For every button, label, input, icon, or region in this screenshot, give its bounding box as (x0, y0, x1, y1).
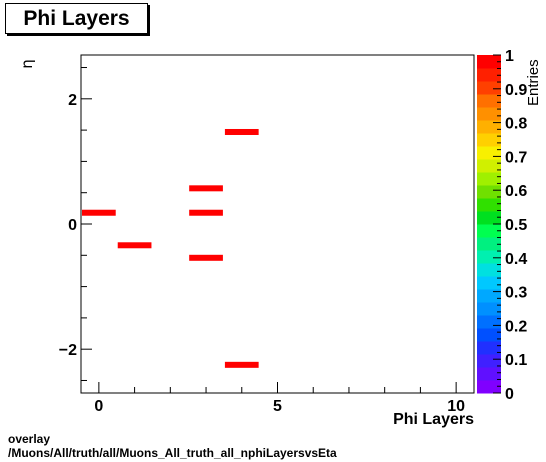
color-scale-swatch (477, 120, 501, 134)
color-scale-swatch (477, 185, 501, 199)
color-scale-tick-label: 0.8 (505, 116, 527, 133)
heatmap-cells (82, 128, 259, 368)
y-tick-label: 0 (68, 217, 77, 234)
color-scale-tick-label: 0 (505, 386, 514, 403)
x-axis-label: Phi Layers (393, 411, 474, 428)
color-scale-swatch (477, 237, 501, 251)
heatmap-cell-0 (82, 209, 116, 216)
heatmap-cell-2 (189, 185, 223, 192)
color-scale-swatch (477, 198, 501, 212)
x-tick-label: 5 (273, 398, 282, 415)
color-scale-swatch (477, 94, 501, 108)
color-scale-tick-label: 0.2 (505, 318, 527, 335)
color-scale-swatch (477, 172, 501, 186)
x-axis-ticks: 0 5 10 (94, 382, 465, 415)
heatmap-cell-4 (189, 254, 223, 261)
color-scale-swatch (477, 68, 501, 82)
histogram-path: /Muons/All/truth/all/Muons_All_truth_all… (8, 446, 337, 460)
color-scale-swatch (477, 133, 501, 147)
color-scale-swatch (477, 380, 501, 394)
y-tick-label: 2 (68, 92, 77, 109)
color-scale-swatch (477, 211, 501, 225)
heatmap-cell-3 (189, 209, 223, 216)
color-scale-tick-label: 0.1 (505, 352, 527, 369)
color-scale-tick-label: 1 (505, 48, 514, 65)
plot-frame (80, 54, 475, 394)
color-scale-swatch (477, 289, 501, 303)
color-scale-tick-label: 0.6 (505, 183, 527, 200)
color-scale-swatch (477, 159, 501, 173)
color-scale-tick-label: 0.4 (505, 251, 527, 268)
y-axis-label: η (18, 59, 36, 69)
color-scale-swatch (477, 302, 501, 316)
color-scale-swatch (477, 107, 501, 121)
heatmap-cell-6 (224, 361, 259, 368)
color-scale-bar (477, 55, 501, 394)
color-scale-label: Entries (525, 59, 542, 106)
color-scale-swatch (477, 224, 501, 238)
color-scale-swatch (477, 354, 501, 368)
color-scale-ticks: 0 0.1 0.2 0.3 0.4 0.5 0.6 0.7 0.8 0.9 1 (493, 48, 527, 403)
color-scale-tick-label: 0.7 (505, 149, 527, 166)
overlay-label: overlay (8, 432, 51, 446)
color-scale-swatch (477, 81, 501, 95)
color-scale-tick-label: 0.9 (505, 82, 527, 99)
color-scale-swatch (477, 263, 501, 277)
x-tick-label: 10 (447, 398, 465, 415)
color-scale-swatch (477, 55, 501, 69)
color-scale-swatch (477, 315, 501, 329)
color-scale-tick-label: 0.3 (505, 285, 527, 302)
heatmap-cell-1 (117, 242, 152, 249)
x-tick-label: 0 (94, 398, 103, 415)
color-scale-swatch (477, 328, 501, 342)
color-scale-swatch (477, 276, 501, 290)
color-scale-swatch (477, 341, 501, 355)
color-scale-swatch (477, 367, 501, 381)
color-scale-tick-label: 0.5 (505, 217, 527, 234)
y-tick-label: −2 (59, 342, 77, 359)
color-scale-swatch (477, 250, 501, 264)
color-scale-swatch (477, 146, 501, 160)
y-axis-ticks: −2 0 2 (59, 67, 92, 381)
heatmap-cell-5 (224, 128, 259, 135)
plot-title: Phi Layers (5, 3, 148, 34)
